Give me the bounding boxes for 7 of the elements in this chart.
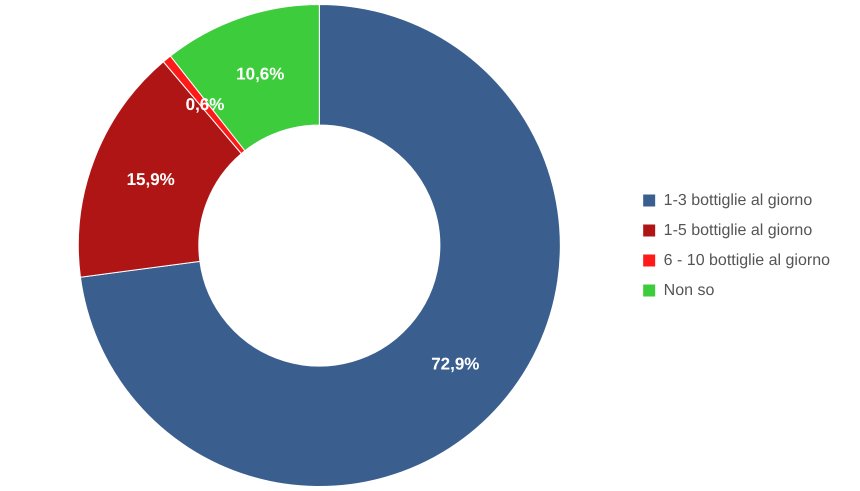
data-label: 72,9%	[431, 354, 480, 374]
legend-label: Non so	[664, 282, 714, 299]
legend-label: 1-3 bottiglie al giorno	[664, 192, 812, 209]
data-label: 15,9%	[126, 170, 175, 190]
data-label: 10,6%	[236, 64, 284, 84]
legend-label: 6 - 10 bottiglie al giorno	[664, 252, 830, 269]
legend-label: 1-5 bottiglie al giorno	[664, 222, 812, 239]
